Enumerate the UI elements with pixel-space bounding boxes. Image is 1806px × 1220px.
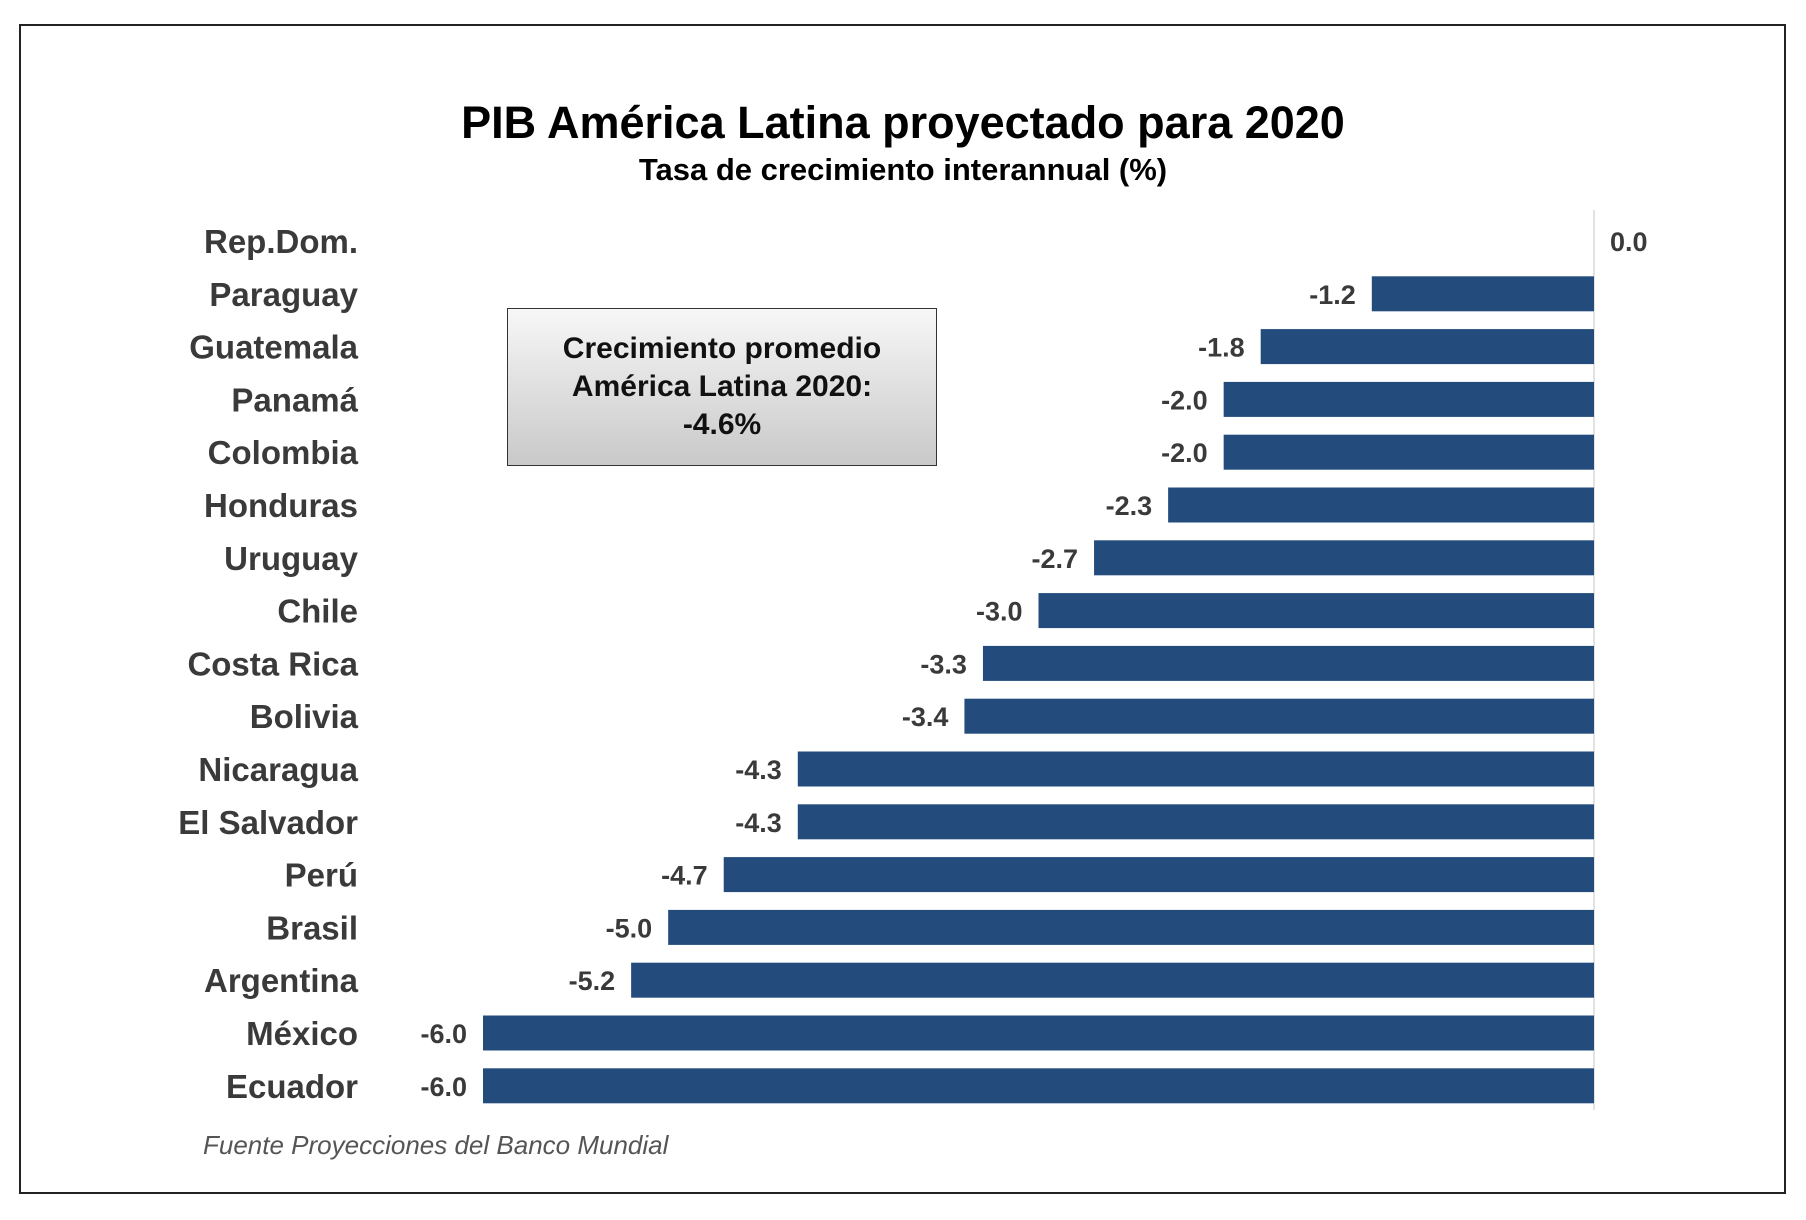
data-label: -3.3 [920,649,967,679]
category-label: Nicaragua [198,751,358,788]
category-label: Paraguay [209,276,358,313]
chart-title: PIB América Latina proyectado para 2020 [461,97,1345,148]
category-label: Ecuador [226,1068,358,1105]
bar [982,645,1594,681]
bar [1260,329,1594,365]
category-label: Argentina [204,962,359,999]
callout-line-1: Crecimiento promedio [562,332,882,365]
category-label: Uruguay [224,540,359,577]
callout-line-3: -4.6% [682,408,762,441]
bar [483,1068,1594,1104]
bar [723,857,1594,893]
bar [631,962,1594,998]
category-label: Panamá [231,381,358,418]
category-label: Perú [285,857,358,894]
average-callout: Crecimiento promedio América Latina 2020… [507,308,937,466]
category-label: México [246,1015,358,1052]
category-label: Brasil [266,909,358,946]
category-label: El Salvador [178,804,358,841]
data-label: -3.4 [902,702,949,732]
callout-line-2: América Latina 2020: [571,370,873,403]
data-label: -2.0 [1161,438,1208,468]
category-label: Guatemala [189,329,358,366]
data-label: -3.0 [976,597,1023,627]
bar [1094,540,1594,576]
chart-subtitle: Tasa de crecimiento interannual (%) [638,152,1168,187]
chart-frame [19,24,1786,1194]
category-label: Chile [277,593,358,630]
bar [1038,593,1594,629]
data-label: -1.2 [1309,280,1356,310]
bar [483,1015,1594,1051]
bar [797,751,1594,787]
bar [1223,434,1594,470]
category-label: Costa Rica [187,645,358,682]
category-label: Honduras [204,487,358,524]
data-label: -4.3 [735,808,782,838]
data-label: -2.0 [1161,385,1208,415]
bar [964,698,1594,734]
data-label: 0.0 [1610,227,1648,257]
bar [1168,487,1594,523]
category-label: Bolivia [250,698,359,735]
bar [1371,276,1594,312]
category-label: Colombia [208,434,359,471]
data-label: -6.0 [420,1072,467,1102]
data-label: -1.8 [1198,333,1245,363]
data-label: -6.0 [420,1019,467,1049]
bar [668,909,1594,945]
data-label: -5.2 [569,966,616,996]
data-label: -2.3 [1106,491,1153,521]
data-label: -2.7 [1032,544,1079,574]
category-label: Rep.Dom. [204,223,358,260]
source-note: Fuente Proyecciones del Banco Mundial [203,1130,669,1160]
data-label: -4.3 [735,755,782,785]
data-label: -5.0 [606,913,653,943]
bar [1223,381,1594,417]
data-label: -4.7 [661,861,708,891]
bar [797,804,1594,840]
